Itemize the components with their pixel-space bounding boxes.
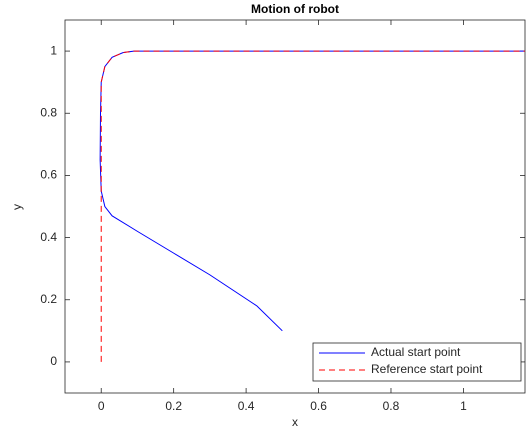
y-axis-label: y [10, 204, 24, 210]
x-axis-label: x [292, 415, 298, 429]
x-tick-label: 0.4 [238, 399, 255, 413]
series-line [100, 50, 525, 362]
x-tick-label: 0 [98, 399, 105, 413]
legend-label: Reference start point [371, 362, 483, 376]
y-tick-label: 0.4 [40, 230, 57, 244]
y-tick-label: 1 [50, 43, 57, 57]
x-tick-label: 0.8 [383, 399, 400, 413]
x-tick-label: 1 [460, 399, 467, 413]
x-tick-label: 0.6 [310, 399, 327, 413]
legend-box [312, 342, 522, 382]
x-tick-label: 0.2 [165, 399, 182, 413]
y-tick-label: 0 [50, 354, 57, 368]
y-tick-label: 0.8 [40, 105, 57, 119]
y-tick-label: 0.6 [40, 168, 57, 182]
y-tick-label: 0.2 [40, 292, 57, 306]
legend-label: Actual start point [371, 345, 461, 359]
chart-title: Motion of robot [251, 2, 339, 16]
plot-area [64, 19, 526, 394]
